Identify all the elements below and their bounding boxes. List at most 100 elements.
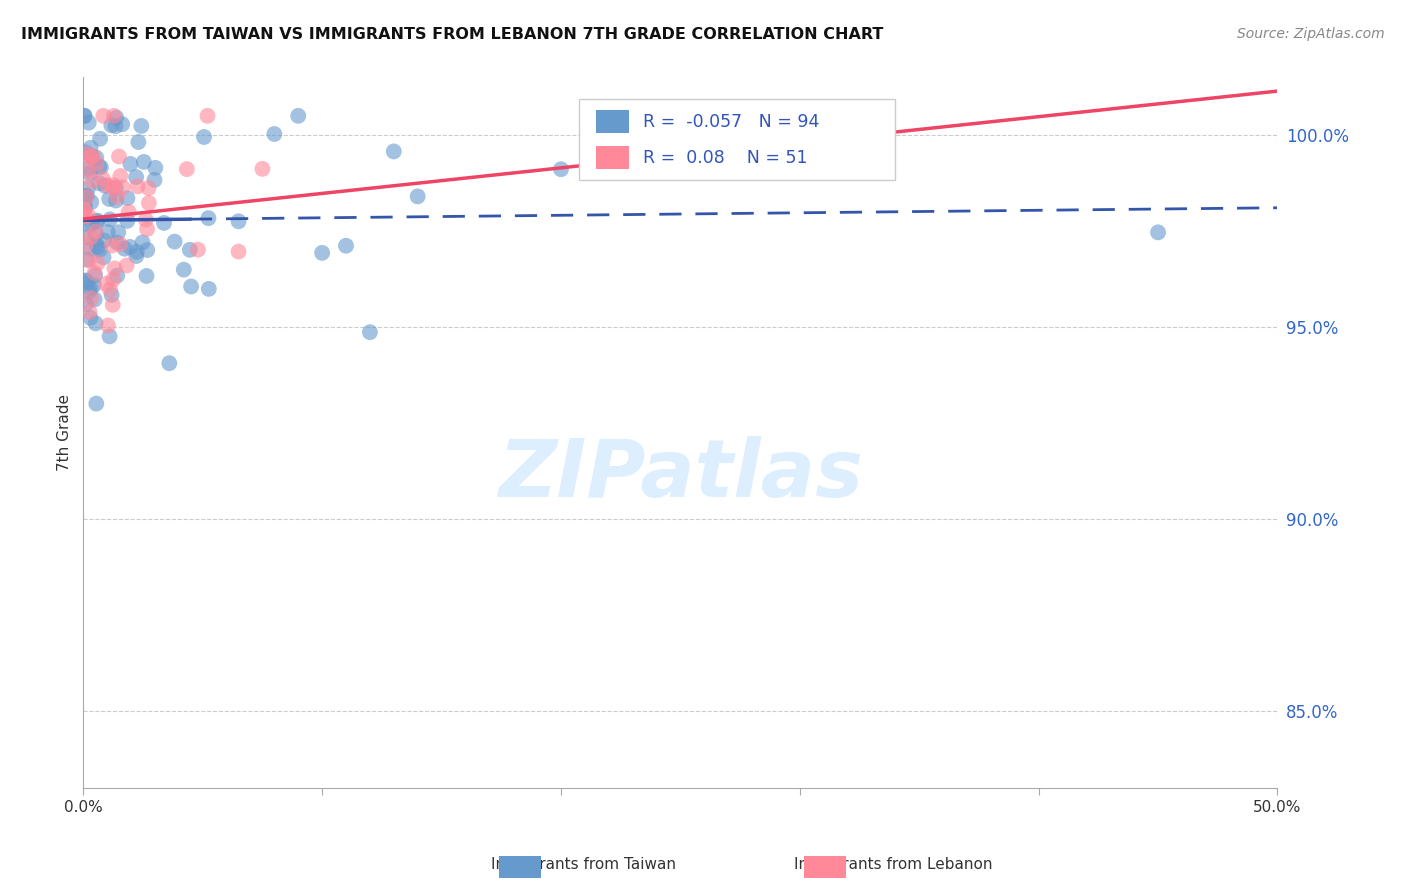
Y-axis label: 7th Grade: 7th Grade <box>58 394 72 471</box>
Point <box>180 279 202 293</box>
Point <box>90 161 112 175</box>
Point <box>76 252 98 267</box>
Point <box>108 149 131 163</box>
Point <box>83 266 105 280</box>
Point <box>136 243 159 257</box>
Point <box>136 222 159 236</box>
Point <box>765 120 787 135</box>
Point <box>79 285 101 299</box>
Point <box>89 132 111 146</box>
Point <box>197 211 219 226</box>
Point <box>176 162 198 177</box>
Point <box>75 230 97 244</box>
Text: Immigrants from Taiwan: Immigrants from Taiwan <box>491 857 676 872</box>
Point <box>111 117 134 131</box>
Text: IMMIGRANTS FROM TAIWAN VS IMMIGRANTS FROM LEBANON 7TH GRADE CORRELATION CHART: IMMIGRANTS FROM TAIWAN VS IMMIGRANTS FRO… <box>21 27 883 42</box>
Point <box>75 273 97 287</box>
Point <box>104 181 127 195</box>
Point <box>103 178 125 193</box>
Point <box>97 225 120 239</box>
Point <box>87 160 110 174</box>
Point <box>79 166 101 180</box>
Point <box>77 181 100 195</box>
Point <box>197 109 219 123</box>
Point <box>143 173 166 187</box>
Point <box>84 225 107 239</box>
Text: R =  0.08    N = 51: R = 0.08 N = 51 <box>644 149 808 167</box>
Point <box>89 176 111 190</box>
Point <box>117 191 139 205</box>
Point <box>131 235 153 250</box>
Point <box>77 209 100 223</box>
Point <box>406 189 429 203</box>
Point <box>80 195 103 210</box>
Point <box>105 111 128 125</box>
Text: Source: ZipAtlas.com: Source: ZipAtlas.com <box>1237 27 1385 41</box>
Point <box>83 293 105 307</box>
Point <box>77 115 100 129</box>
Point <box>103 109 125 123</box>
Point <box>335 239 357 253</box>
Point <box>115 259 138 273</box>
Point <box>100 288 122 302</box>
Text: Immigrants from Lebanon: Immigrants from Lebanon <box>793 857 993 872</box>
Point <box>765 165 787 179</box>
Point <box>80 230 103 244</box>
Point <box>93 251 115 265</box>
Point <box>80 217 103 231</box>
Point <box>73 203 96 218</box>
Point <box>125 249 148 263</box>
Point <box>75 147 97 161</box>
Point <box>120 157 142 171</box>
Point <box>84 317 107 331</box>
Point <box>86 240 108 254</box>
Point <box>80 149 103 163</box>
Point <box>252 161 274 176</box>
Point <box>125 170 148 185</box>
Point <box>84 151 107 165</box>
Point <box>101 298 124 312</box>
Point <box>135 268 157 283</box>
Point <box>118 205 141 219</box>
Point <box>198 282 221 296</box>
Point <box>104 119 127 133</box>
Point <box>76 188 98 202</box>
Point <box>111 180 134 194</box>
Point <box>101 238 124 252</box>
Point <box>550 162 572 177</box>
Point <box>79 141 101 155</box>
Point <box>382 145 405 159</box>
Point <box>79 218 101 232</box>
Point <box>83 278 105 293</box>
Point <box>75 274 97 288</box>
Point <box>98 283 121 297</box>
Point <box>73 201 96 215</box>
Point <box>96 178 118 192</box>
Point <box>263 127 285 141</box>
Point <box>73 189 96 203</box>
Point <box>77 253 100 268</box>
Point <box>79 310 101 325</box>
Point <box>105 235 128 250</box>
Point <box>114 242 136 256</box>
Point <box>82 149 104 163</box>
Point <box>98 192 121 206</box>
Point <box>79 150 101 164</box>
Point <box>187 243 209 257</box>
Point <box>1147 225 1170 239</box>
Point <box>73 109 96 123</box>
Point <box>82 174 104 188</box>
Point <box>93 234 115 248</box>
Point <box>135 212 157 227</box>
Point <box>75 238 97 252</box>
Point <box>110 169 132 183</box>
Point <box>75 190 97 204</box>
Point <box>73 109 96 123</box>
Point <box>107 225 129 239</box>
Point <box>120 240 142 254</box>
Point <box>91 171 114 186</box>
Point <box>101 273 124 287</box>
Point <box>73 209 96 223</box>
Point <box>103 261 125 276</box>
Point <box>79 281 101 295</box>
